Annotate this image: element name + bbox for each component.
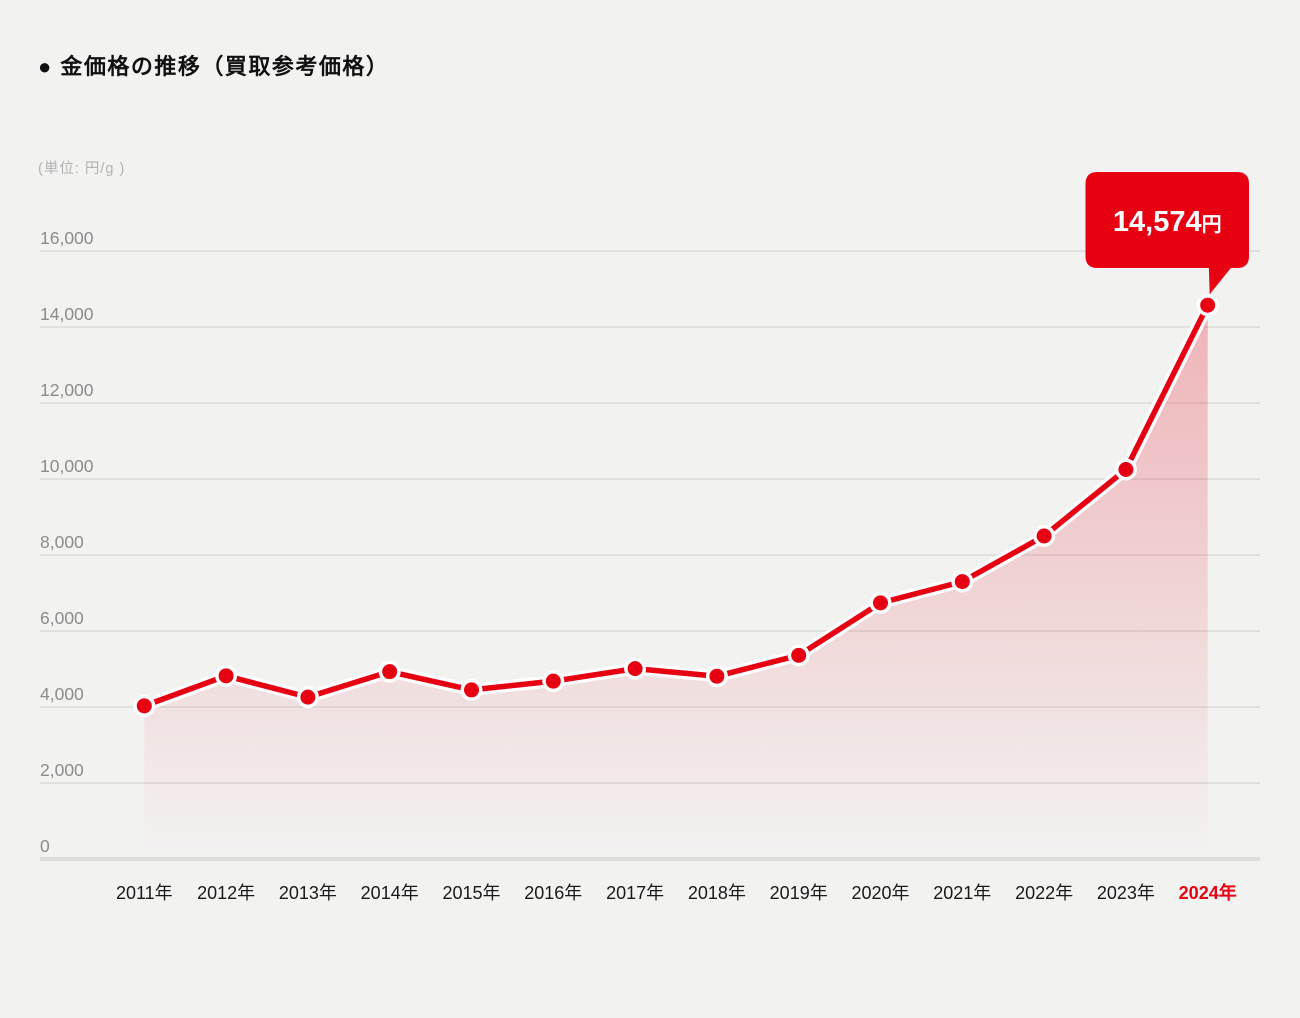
x-axis-label: 2011年: [116, 883, 173, 903]
x-axis-label: 2014年: [361, 883, 419, 903]
y-axis-label: 8,000: [40, 532, 84, 552]
data-point: [1200, 297, 1216, 313]
data-point: [954, 574, 970, 590]
x-axis-label: 2020年: [851, 883, 909, 903]
y-axis-label: 10,000: [40, 456, 94, 476]
x-axis-label: 2023年: [1097, 883, 1155, 903]
y-axis-label: 4,000: [40, 684, 84, 704]
y-axis-label: 2,000: [40, 760, 84, 780]
x-axis-label: 2019年: [770, 883, 828, 903]
x-axis-label: 2018年: [688, 883, 746, 903]
data-point: [218, 668, 234, 684]
x-axis-label: 2022年: [1015, 883, 1073, 903]
data-point: [873, 595, 888, 611]
price-line: [141, 302, 1211, 709]
data-point: [709, 668, 725, 684]
data-point: [382, 664, 398, 680]
callout-label: 14,574円: [1113, 206, 1222, 238]
data-point: [1036, 528, 1052, 544]
data-point: [136, 698, 152, 714]
chart-title: ● 金価格の推移（買取参考価格）: [38, 54, 390, 79]
x-axis-label: 2016年: [524, 883, 582, 903]
callout-tail: [1208, 262, 1236, 295]
x-axis-label: 2021年: [933, 883, 991, 903]
y-axis-label: 14,000: [40, 304, 94, 324]
x-axis-label: 2024年: [1179, 882, 1237, 903]
y-axis-label: 16,000: [40, 228, 94, 248]
y-axis-label: 12,000: [40, 380, 94, 400]
y-axis-label: 0: [40, 836, 50, 856]
data-point: [464, 682, 479, 698]
y-axis-label: 6,000: [40, 608, 84, 628]
unit-label: (単位: 円/g ): [38, 161, 126, 177]
callout-bubble: [1085, 172, 1249, 268]
data-point: [300, 689, 316, 705]
data-point: [627, 661, 643, 677]
area-fill: [144, 305, 1208, 857]
x-axis-label: 2012年: [197, 883, 255, 903]
data-point: [791, 647, 807, 663]
x-axis-label: 2017年: [606, 883, 664, 903]
data-point: [1118, 462, 1134, 477]
x-axis-label: 2015年: [442, 883, 500, 903]
data-point: [545, 673, 561, 689]
x-axis-label: 2013年: [279, 883, 337, 903]
